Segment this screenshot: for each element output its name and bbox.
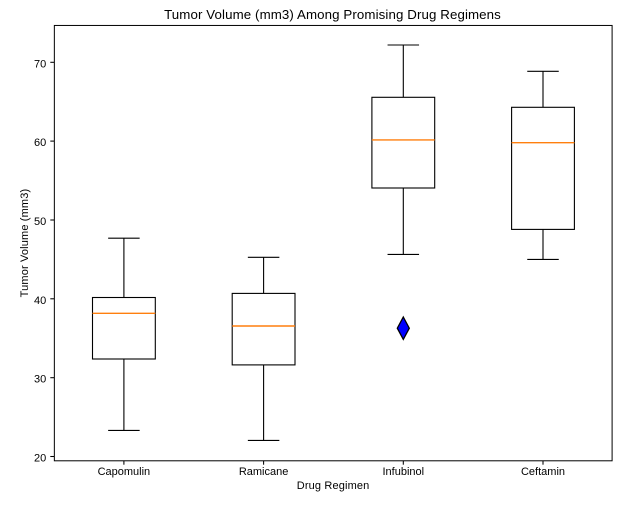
svg-text:Tumor Volume (mm3) Among Promi: Tumor Volume (mm3) Among Promising Drug …: [164, 7, 501, 22]
svg-text:60: 60: [34, 137, 46, 149]
svg-text:50: 50: [34, 216, 46, 228]
svg-text:Infubinol: Infubinol: [383, 466, 425, 478]
svg-text:Drug Regimen: Drug Regimen: [297, 480, 370, 492]
svg-text:Capomulin: Capomulin: [98, 466, 151, 478]
svg-text:20: 20: [34, 453, 46, 465]
svg-text:40: 40: [34, 295, 46, 307]
svg-text:70: 70: [34, 58, 46, 70]
svg-text:30: 30: [34, 374, 46, 386]
svg-text:Ramicane: Ramicane: [239, 466, 289, 478]
svg-text:Ceftamin: Ceftamin: [521, 466, 565, 478]
svg-text:Tumor Volume (mm3): Tumor Volume (mm3): [19, 189, 31, 298]
